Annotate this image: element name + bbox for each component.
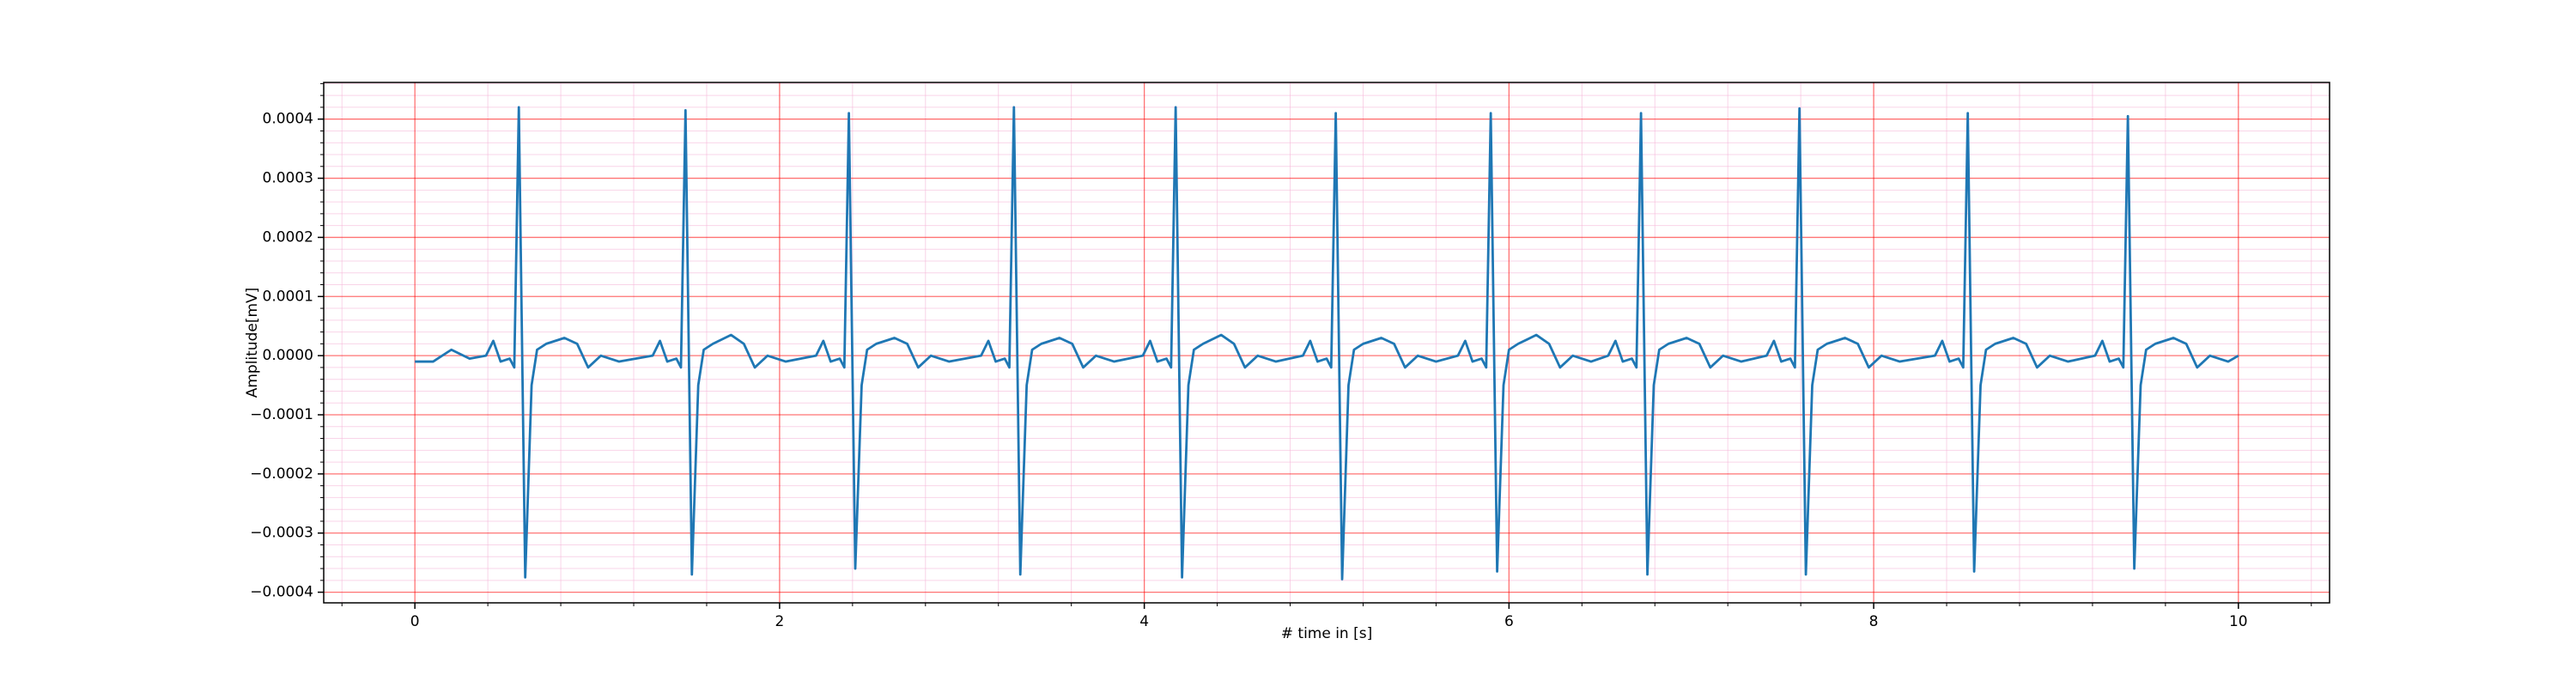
y-tick-label: −0.0003 <box>250 525 313 542</box>
x-tick-label: 0 <box>410 613 420 630</box>
y-axis-label: Amplitude[mV] <box>244 288 261 398</box>
y-tick-label: −0.0001 <box>250 406 313 423</box>
y-tick-label: 0.0004 <box>263 111 313 128</box>
x-tick-label: 10 <box>2229 613 2248 630</box>
y-tick-label: 0.0000 <box>263 347 313 364</box>
plot-frame <box>323 82 2330 604</box>
signal-line <box>415 106 2239 581</box>
x-tick-label: 8 <box>1869 613 1879 630</box>
y-tick-label: 0.0001 <box>263 288 313 305</box>
y-tick-label: −0.0002 <box>250 465 313 483</box>
y-tick-label: −0.0004 <box>250 584 313 601</box>
x-tick-label: 2 <box>775 613 784 630</box>
x-tick-label: 4 <box>1139 613 1149 630</box>
x-axis-label: # time in [s] <box>1281 625 1372 642</box>
x-tick-label: 6 <box>1504 613 1514 630</box>
y-tick-label: 0.0003 <box>263 170 313 187</box>
y-tick-label: 0.0002 <box>263 228 313 246</box>
